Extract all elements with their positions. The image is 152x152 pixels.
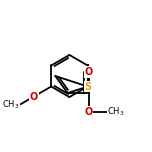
Text: O: O [30, 92, 38, 102]
Text: S: S [84, 81, 91, 92]
Text: CH$_3$: CH$_3$ [2, 98, 20, 111]
Text: O: O [85, 107, 93, 117]
Text: CH$_3$: CH$_3$ [107, 106, 125, 118]
Text: O: O [85, 67, 93, 77]
